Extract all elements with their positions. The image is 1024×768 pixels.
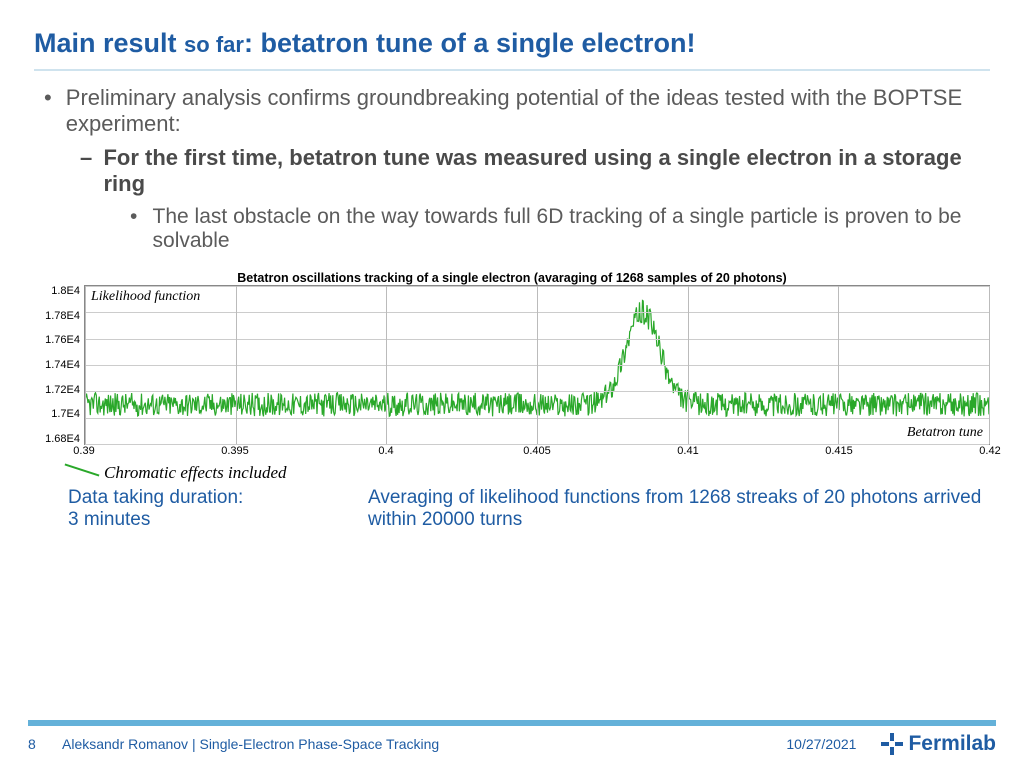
duration-note: Data taking duration: 3 minutes: [68, 487, 368, 531]
slide-title: Main result so far: betatron tune of a s…: [34, 28, 990, 69]
plot-area: Likelihood function Betatron tune: [84, 285, 990, 445]
fermilab-icon: [880, 732, 904, 756]
y-tick-label: 1.72E4: [34, 384, 80, 396]
title-main: Main result: [34, 28, 184, 58]
logo-text: Fermilab: [908, 732, 996, 756]
bullet-marker: –: [80, 145, 103, 197]
y-axis-labels: 1.8E4 1.78E4 1.76E4 1.74E4 1.72E4 1.7E4 1.68E4: [34, 285, 84, 445]
gridline-v: [537, 286, 538, 444]
y-tick-label: 1.8E4: [34, 285, 80, 297]
footer-author: Aleksandr Romanov | Single-Electron Phas…: [62, 736, 439, 752]
fermilab-logo: Fermilab: [880, 732, 996, 756]
bullet2-text: For the first time, betatron tune was me…: [103, 145, 990, 197]
y-tick-label: 1.76E4: [34, 334, 80, 346]
title-rest: : betatron tune of a single electron!: [244, 28, 696, 58]
bullet3-text: The last obstacle on the way towards ful…: [153, 205, 990, 253]
averaging-note: Averaging of likelihood functions from 1…: [368, 487, 990, 531]
chromatic-annotation: Chromatic effects included: [104, 463, 287, 483]
page-number: 8: [28, 736, 62, 752]
duration-l1: Data taking duration:: [68, 487, 368, 509]
footer-bar: [28, 720, 996, 726]
bullet1-text: Preliminary analysis confirms groundbrea…: [66, 85, 990, 137]
x-axis-labels: 0.390.3950.40.4050.410.4150.42: [84, 445, 990, 461]
slide-footer: 8 Aleksandr Romanov | Single-Electron Ph…: [0, 720, 1024, 768]
bullet-marker: •: [130, 205, 153, 253]
bullet-level1: • Preliminary analysis confirms groundbr…: [44, 85, 990, 137]
y-tick-label: 1.74E4: [34, 359, 80, 371]
gridline-v: [989, 286, 990, 444]
x-tick-label: 0.41: [677, 445, 698, 457]
x-tick-label: 0.395: [221, 445, 249, 457]
bullet-level2: – For the first time, betatron tune was …: [80, 145, 990, 197]
x-tick-label: 0.415: [825, 445, 853, 457]
gridline-v: [85, 286, 86, 444]
y-tick-label: 1.68E4: [34, 433, 80, 445]
annotation-pointer: [65, 463, 100, 476]
chart-title: Betatron oscillations tracking of a sing…: [34, 271, 990, 285]
title-sofar: so far: [184, 32, 244, 57]
y-tick-label: 1.78E4: [34, 310, 80, 322]
y-tick-label: 1.7E4: [34, 408, 80, 420]
title-rule: [34, 69, 990, 71]
x-tick-label: 0.405: [523, 445, 551, 457]
chart-container: Betatron oscillations tracking of a sing…: [34, 271, 990, 461]
x-tick-label: 0.39: [73, 445, 94, 457]
chromatic-text: Chromatic effects included: [104, 463, 287, 482]
gridline-v: [236, 286, 237, 444]
gridline-v: [838, 286, 839, 444]
x-tick-label: 0.42: [979, 445, 1000, 457]
gridline-v: [688, 286, 689, 444]
bullet-level3: • The last obstacle on the way towards f…: [130, 205, 990, 253]
duration-l2: 3 minutes: [68, 509, 368, 531]
bullet-list: • Preliminary analysis confirms groundbr…: [34, 85, 990, 253]
bullet-marker: •: [44, 85, 66, 137]
x-tick-label: 0.4: [378, 445, 393, 457]
footer-date: 10/27/2021: [786, 736, 856, 752]
gridline-v: [386, 286, 387, 444]
